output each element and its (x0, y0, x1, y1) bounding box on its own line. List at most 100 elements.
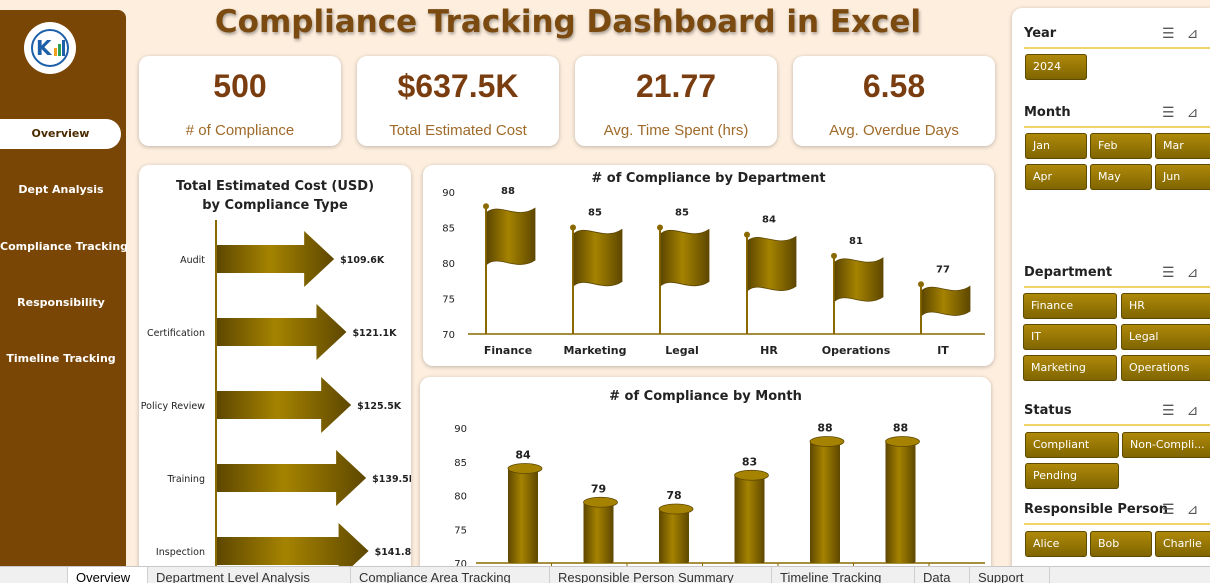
multi-select-icon[interactable]: ☰ (1162, 501, 1187, 517)
slicer-option[interactable]: Bob (1090, 531, 1152, 557)
slicer-option[interactable]: Marketing (1023, 355, 1117, 381)
nav-item-dept-analysis[interactable]: Dept Analysis (18, 183, 104, 196)
category-label: Inspection (156, 547, 205, 558)
data-label: 88 (817, 422, 832, 435)
sheet-tab[interactable]: Compliance Area Tracking (351, 567, 550, 583)
data-label: 88 (893, 422, 908, 435)
slicer-divider (1024, 47, 1210, 49)
slicer-option[interactable]: May (1090, 164, 1152, 190)
multi-select-icon[interactable]: ☰ (1162, 25, 1187, 41)
slicer-option[interactable]: Operations (1121, 355, 1210, 381)
y-tick-label: 75 (442, 295, 455, 306)
slicer-divider (1024, 424, 1210, 426)
slicer-option[interactable]: Finance (1023, 293, 1117, 319)
kpi-value: 21.77 (635, 68, 717, 104)
data-label: 84 (515, 449, 531, 462)
slicer-option[interactable]: HR (1121, 293, 1210, 319)
slicer-option[interactable]: Non-Compli... (1122, 432, 1210, 458)
kpi-value: $637.5K (397, 68, 519, 104)
kpi-card-avg-overdue: 6.58 Avg. Overdue Days (793, 56, 995, 146)
x-tick-label: Finance (484, 344, 532, 357)
department-flag-bar (486, 207, 536, 266)
data-label: 88 (501, 186, 515, 197)
month-chart: # of Compliance by Month 90 85 80 75 70 84 79 7… (420, 377, 991, 577)
cost-arrow-bar (217, 450, 367, 506)
y-tick-label: 90 (442, 188, 455, 199)
cost-by-type-chart: Total Estimated Cost (USD) by Compliance… (139, 165, 411, 575)
department-flag-bar (747, 235, 797, 292)
cost-arrow-bar (217, 377, 352, 433)
y-tick-label: 90 (454, 424, 467, 435)
data-label: 85 (675, 208, 689, 219)
kpi-card-compliance-count: 500 # of Compliance (139, 56, 341, 146)
chart-title: # of Compliance by Month (609, 389, 802, 404)
slicer-option[interactable]: Feb (1090, 133, 1152, 159)
month-bar-top (809, 436, 845, 447)
nav-item-overview[interactable]: Overview (0, 119, 121, 149)
slicer-option[interactable]: Jun (1155, 164, 1210, 190)
slicer-divider (1024, 523, 1210, 525)
slicer-divider (1024, 126, 1210, 128)
sheet-tab[interactable]: Responsible Person Summary (550, 567, 772, 583)
multi-select-icon[interactable]: ☰ (1162, 402, 1187, 418)
sheet-tab[interactable]: Timeline Tracking (772, 567, 915, 583)
slicer-option[interactable]: 2024 (1025, 54, 1087, 80)
slicer-option[interactable]: Pending (1025, 463, 1119, 489)
category-label: Audit (180, 255, 205, 266)
data-label: $109.6K (340, 255, 385, 266)
chart-title: # of Compliance by Department (591, 171, 826, 186)
slicer-option[interactable]: Charlie (1155, 531, 1210, 557)
flag-pole-tip (483, 203, 489, 210)
data-label: 81 (849, 236, 863, 247)
x-tick-label: Legal (665, 344, 699, 357)
slicer-title: Status (1024, 403, 1072, 418)
department-flag-bar (573, 228, 623, 287)
kpi-label: Avg. Time Spent (hrs) (603, 122, 749, 139)
slicer-option[interactable]: Alice (1025, 531, 1087, 557)
nav-item-compliance-tracking[interactable]: Compliance Tracking (0, 240, 129, 253)
cost-arrow-bar (217, 231, 335, 287)
data-label: 79 (591, 482, 606, 495)
month-bar (810, 441, 840, 563)
tab-scroll-area[interactable] (0, 567, 68, 583)
data-label: $141.8K (375, 547, 411, 558)
data-label: 77 (936, 264, 950, 275)
slicer-option[interactable]: Compliant (1025, 432, 1119, 458)
slicer-divider (1024, 286, 1210, 288)
slicer-option[interactable]: IT (1023, 324, 1117, 350)
nav-item-timeline-tracking[interactable]: Timeline Tracking (6, 352, 116, 365)
x-tick-label: Marketing (563, 344, 626, 357)
clear-filter-icon[interactable]: ⊿ (1186, 402, 1210, 418)
slicer-option[interactable]: Apr (1025, 164, 1087, 190)
clear-filter-icon[interactable]: ⊿ (1186, 25, 1210, 41)
dashboard-title: Compliance Tracking Dashboard in Excel (214, 4, 922, 40)
slicer-option[interactable]: Jan (1025, 133, 1087, 159)
nav-item-responsibility[interactable]: Responsibility (17, 296, 105, 309)
department-chart: # of Compliance by Department 90 85 80 75 70… (423, 165, 994, 366)
x-tick-label: IT (937, 344, 949, 357)
slicer-option[interactable]: Legal (1121, 324, 1210, 350)
slicer-icons: ☰⊿ (1162, 264, 1210, 281)
slicer-icons: ☰⊿ (1162, 501, 1210, 518)
sheet-tab[interactable]: Data (915, 567, 970, 583)
flag-pole-tip (744, 231, 750, 238)
clear-filter-icon[interactable]: ⊿ (1186, 264, 1210, 280)
clear-filter-icon[interactable]: ⊿ (1186, 501, 1210, 517)
department-flag-bar (921, 285, 971, 317)
multi-select-icon[interactable]: ☰ (1162, 104, 1187, 120)
department-flag-bar (834, 257, 884, 302)
sheet-tab[interactable]: Department Level Analysis (148, 567, 351, 583)
data-label: 84 (762, 215, 776, 226)
x-tick-label: Operations (822, 344, 891, 357)
y-tick-label: 80 (454, 492, 467, 503)
slicer-option[interactable]: Mar (1155, 133, 1210, 159)
multi-select-icon[interactable]: ☰ (1162, 264, 1187, 280)
month-bar-top (507, 463, 543, 474)
kpi-label: Avg. Overdue Days (829, 122, 959, 139)
slicer-icons: ☰⊿ (1162, 402, 1210, 419)
sheet-tab[interactable]: Overview (68, 567, 148, 583)
y-tick-label: 85 (454, 458, 467, 469)
sheet-tab[interactable]: Support (970, 567, 1050, 583)
clear-filter-icon[interactable]: ⊿ (1186, 104, 1210, 120)
flag-pole-tip (918, 281, 924, 288)
